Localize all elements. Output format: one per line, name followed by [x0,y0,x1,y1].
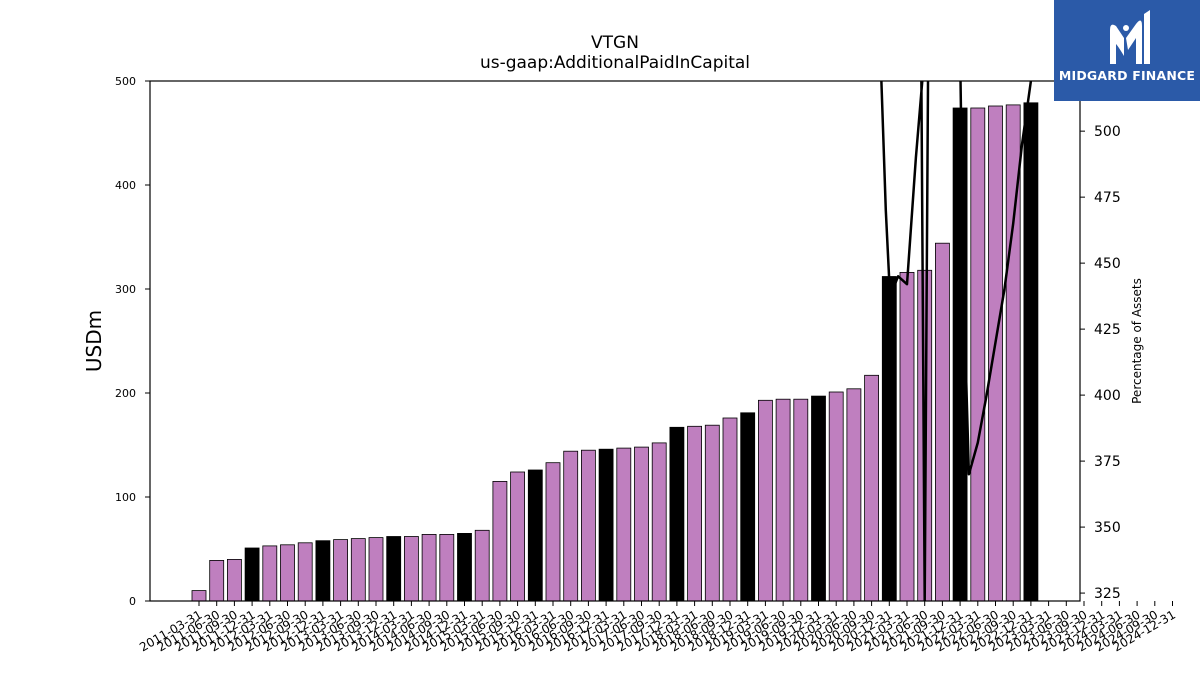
y-tick-label: 400 [115,179,136,192]
bar [457,533,472,602]
y-tick-label: 500 [115,75,136,88]
bar [563,450,579,602]
y-right-tick-label: 375 [1094,454,1121,470]
y-axis-right-label: Percentage of Assets [1130,278,1144,404]
bar [191,590,207,602]
bar [1023,102,1039,602]
plot-frame [149,80,1081,602]
line-series [880,81,1033,601]
bar [368,537,384,602]
logo-text: MIDGARD FINANCE [1058,68,1196,83]
y-tick-label: 300 [115,283,136,296]
bar [226,559,242,602]
bar [970,107,986,602]
midgard-finance-logo: MIDGARD FINANCE [1054,0,1200,101]
bar [297,542,313,602]
bar [846,388,862,602]
y-axis-right: 325 350 375 400 425 450 475 500 [1080,124,1121,602]
bar [439,534,455,602]
bar [333,539,349,602]
bar [527,469,543,602]
bar [262,545,278,602]
bar [740,412,756,602]
y-right-tick-label: 500 [1094,124,1121,140]
bar [828,391,844,602]
bar [811,395,826,602]
bar [581,449,596,602]
bar [474,529,490,602]
x-axis: 2011-03-312011-06-302011-09-302011-12-31… [137,601,1178,654]
bar [598,448,614,602]
y-axis-label: USDm [82,310,106,372]
bar [386,536,402,602]
y-right-tick-label: 475 [1094,190,1121,206]
bar [350,538,366,602]
y-right-tick-label: 400 [1094,388,1121,404]
y-right-tick-label: 425 [1094,322,1121,338]
bar [899,271,915,602]
y-right-tick-label: 350 [1094,520,1121,536]
bar [988,105,1003,602]
bar [616,447,632,602]
bar [545,462,561,602]
y-tick-label: 100 [115,491,136,504]
bar [315,540,331,602]
y-tick-label: 0 [129,595,136,608]
bar [775,398,791,602]
midgard-m-logo-icon [1110,10,1150,65]
bar [421,534,437,602]
bar [280,544,295,602]
bar [669,426,685,602]
bar [651,442,667,602]
bar [687,425,702,602]
bar [704,424,720,602]
line-path [880,81,1033,601]
bar [793,398,809,602]
bar [634,446,649,602]
chart-subtitle: us-gaap:AdditionalPaidInCapital [480,53,750,73]
bar [403,536,419,602]
bar [244,547,260,602]
bar [864,374,879,602]
bar [722,417,738,602]
bar [209,560,225,602]
bar [758,399,773,602]
bar [935,242,950,602]
bar [492,480,508,602]
chart-title: VTGN [591,33,639,53]
bar-series [191,102,1039,602]
bar [881,276,897,602]
bar [510,471,526,602]
y-axis-left: 0 100 200 300 400 500 [115,75,150,608]
y-right-tick-label: 450 [1094,256,1121,272]
y-tick-label: 200 [115,387,136,400]
y-right-tick-label: 325 [1094,586,1121,602]
